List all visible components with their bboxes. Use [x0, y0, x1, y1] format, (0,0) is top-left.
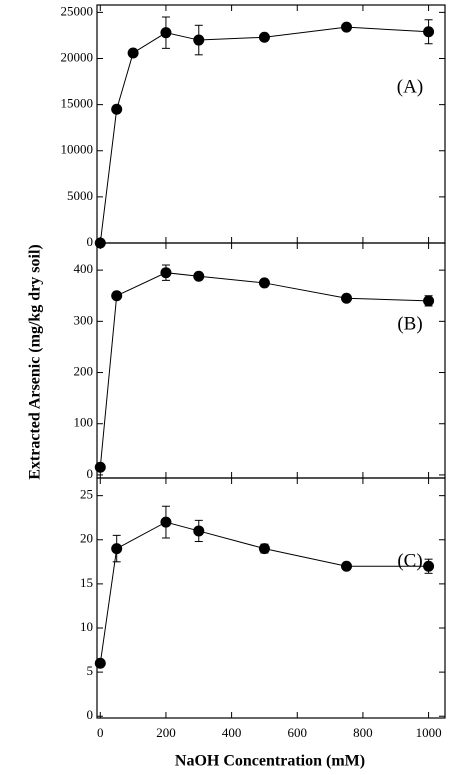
plot-frame [96, 4, 446, 244]
plot-frame [96, 477, 446, 719]
y-tick-label: 200 [74, 364, 94, 379]
y-tick-label: 100 [74, 415, 94, 430]
data-point [258, 31, 270, 43]
y-tick-label: 300 [74, 312, 94, 327]
x-axis-label: NaOH Concentration (mM) [175, 753, 365, 770]
data-point [94, 657, 106, 669]
y-tick-label: 5000 [67, 188, 93, 203]
data-point [423, 26, 435, 38]
data-point [423, 560, 435, 572]
panel-label: (A) [397, 77, 423, 98]
x-tick-label: 200 [156, 725, 176, 740]
y-tick-label: 15000 [61, 96, 94, 111]
data-point [258, 543, 270, 555]
data-point [160, 267, 172, 279]
data-point [258, 277, 270, 289]
panel-label: (B) [397, 314, 422, 335]
x-tick-label: 600 [288, 725, 308, 740]
y-tick-label: 25 [80, 487, 93, 502]
data-point [423, 295, 435, 307]
y-tick-label: 0 [87, 466, 94, 481]
data-point [111, 543, 123, 555]
data-point [341, 560, 353, 572]
data-point [341, 21, 353, 33]
data-point [193, 270, 205, 282]
y-tick-label: 15 [80, 575, 93, 590]
y-tick-label: 25000 [61, 3, 94, 18]
x-tick-label: 400 [222, 725, 242, 740]
y-tick-label: 20000 [61, 49, 94, 64]
y-tick-label: 0 [87, 234, 94, 249]
data-line [99, 272, 429, 468]
data-point [341, 292, 353, 304]
y-tick-label: 10 [80, 619, 93, 634]
x-tick-label: 1000 [416, 725, 442, 740]
y-tick-label: 5 [87, 663, 94, 678]
panel-label: (C) [397, 550, 422, 571]
data-line [99, 26, 429, 244]
plot-frame [96, 242, 446, 479]
y-tick-label: 0 [87, 707, 94, 722]
data-point [160, 516, 172, 528]
data-point [111, 290, 123, 302]
x-tick-label: 0 [97, 725, 104, 740]
y-axis-label: Extracted Arsenic (mg/kg dry soil) [27, 244, 44, 480]
y-tick-label: 400 [74, 261, 94, 276]
data-point [111, 103, 123, 115]
data-point [94, 461, 106, 473]
data-point [127, 47, 139, 59]
data-point [193, 525, 205, 537]
data-point [193, 34, 205, 46]
y-tick-label: 10000 [61, 142, 94, 157]
x-tick-label: 800 [353, 725, 373, 740]
data-point [160, 27, 172, 39]
y-tick-label: 20 [80, 531, 93, 546]
